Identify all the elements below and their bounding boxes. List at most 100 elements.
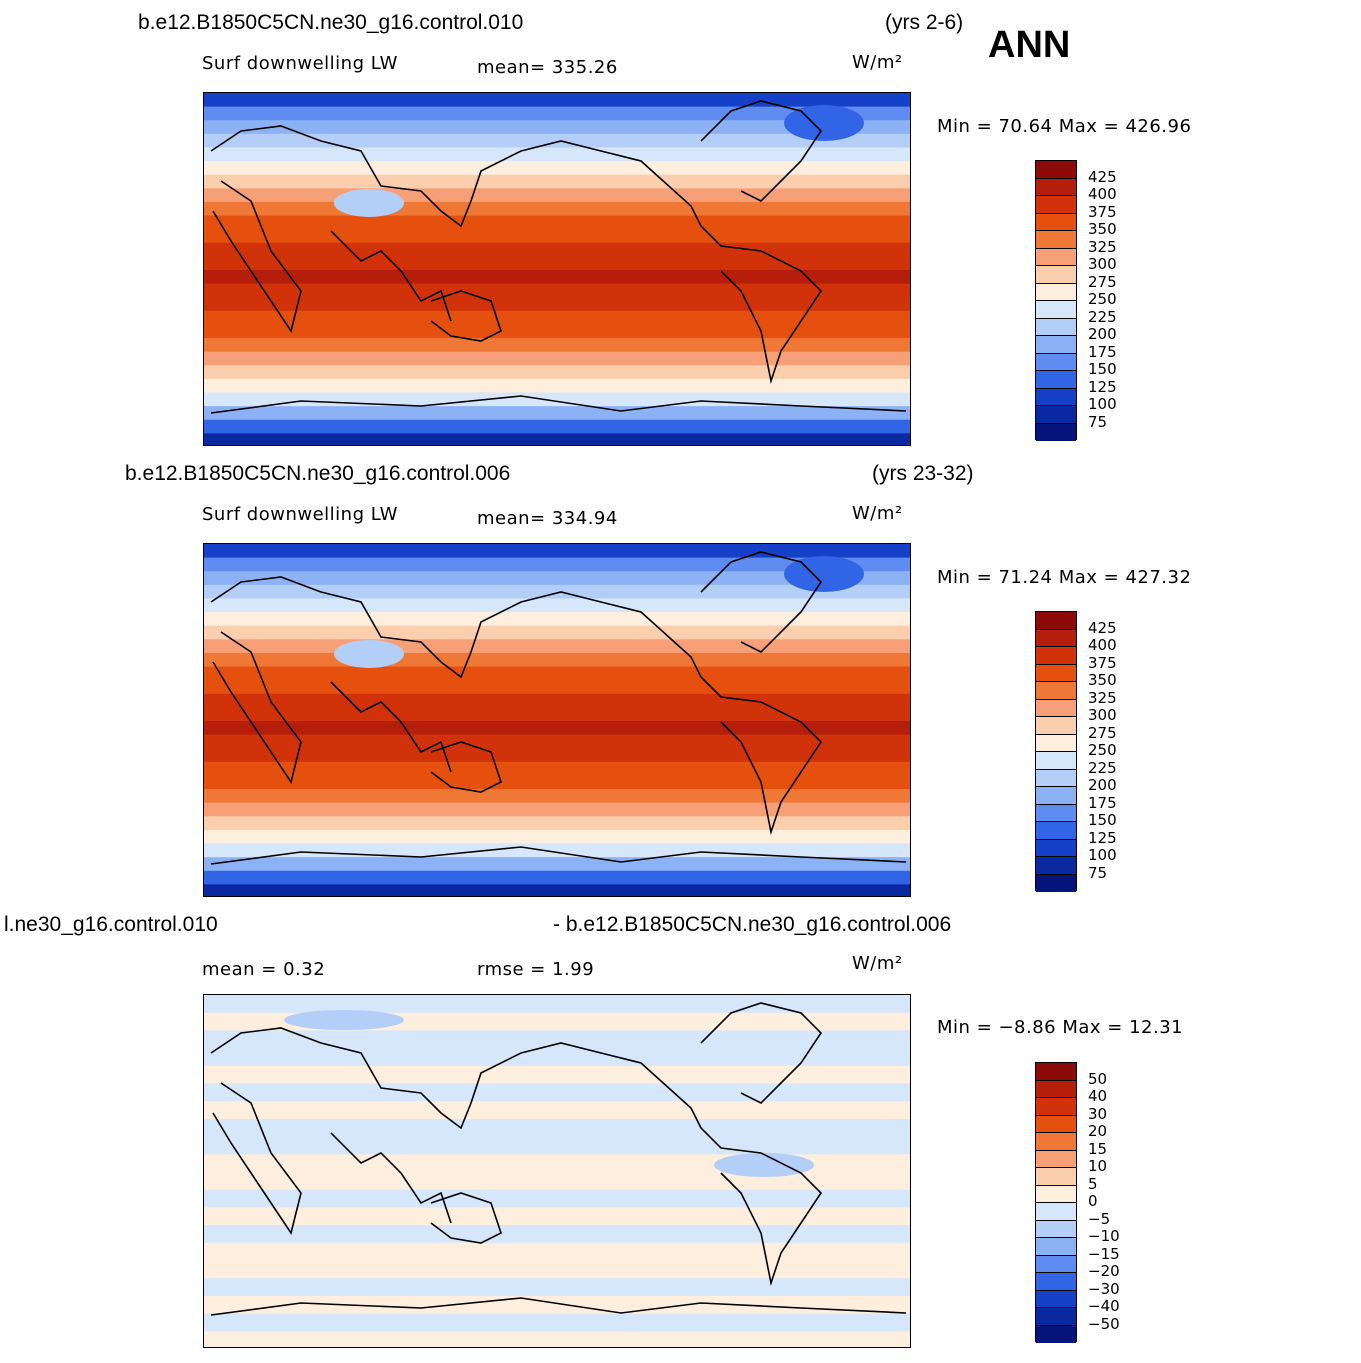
units-label-1: W/m² bbox=[852, 52, 903, 73]
field-band bbox=[204, 829, 910, 845]
coastline bbox=[212, 180, 302, 333]
map-field-1 bbox=[204, 93, 910, 445]
coastline bbox=[210, 395, 907, 414]
colorbar-tick-label: 225 bbox=[1088, 758, 1117, 777]
coastline bbox=[210, 1027, 823, 1287]
coastline bbox=[330, 1132, 452, 1224]
field-band bbox=[204, 612, 910, 627]
colorbar-tick-label: −50 bbox=[1088, 1314, 1120, 1333]
field-band bbox=[204, 242, 910, 258]
colorbar-swatch bbox=[1036, 822, 1076, 840]
colorbar-swatch bbox=[1036, 1133, 1076, 1151]
coastline bbox=[330, 681, 452, 773]
field-band bbox=[204, 995, 910, 1014]
anomaly-patch bbox=[284, 1010, 404, 1030]
field-band bbox=[204, 544, 910, 559]
field-band bbox=[204, 802, 910, 818]
field-band bbox=[204, 1225, 910, 1244]
colorbar-3 bbox=[1035, 1062, 1077, 1343]
field-band bbox=[204, 1136, 910, 1156]
colorbar-swatch bbox=[1036, 1185, 1076, 1203]
colorbar-swatch bbox=[1036, 1255, 1076, 1273]
colorbar-swatch bbox=[1036, 647, 1076, 665]
field-band bbox=[204, 884, 910, 896]
colorbar-swatch bbox=[1036, 717, 1076, 735]
field-band bbox=[204, 1083, 910, 1103]
colorbar-swatch bbox=[1036, 318, 1076, 336]
field-band bbox=[204, 761, 910, 777]
colorbar-swatch bbox=[1036, 1168, 1076, 1186]
colorbar-swatch bbox=[1036, 196, 1076, 214]
colorbar-swatch bbox=[1036, 1080, 1076, 1098]
field-band bbox=[204, 1313, 910, 1333]
coastline bbox=[212, 631, 302, 784]
colorbar-tick-label: 100 bbox=[1088, 846, 1117, 864]
field-band bbox=[204, 419, 910, 435]
field-band bbox=[204, 789, 910, 804]
mean-label-3: mean = 0.32 bbox=[202, 959, 326, 980]
minmax-label-3: Min = −8.86 Max = 12.31 bbox=[937, 1017, 1184, 1038]
field-band bbox=[204, 857, 910, 872]
field-band bbox=[204, 174, 910, 190]
coastline bbox=[210, 576, 823, 836]
colorbar-tick-label: −30 bbox=[1088, 1279, 1120, 1298]
mean-label-1: mean= 335.26 bbox=[477, 57, 618, 78]
colorbar-swatch bbox=[1036, 734, 1076, 752]
colorbar-swatch bbox=[1036, 787, 1076, 805]
colorbar-swatch bbox=[1036, 1203, 1076, 1221]
field-band bbox=[204, 666, 910, 682]
colorbar-tick-label: −20 bbox=[1088, 1262, 1120, 1280]
map-panel-3 bbox=[203, 994, 911, 1348]
map-panel-1 bbox=[203, 92, 911, 446]
colorbar-tick-label: 175 bbox=[1088, 342, 1117, 361]
anomaly-patch bbox=[714, 1153, 814, 1177]
mean-label-2: mean= 334.94 bbox=[477, 508, 618, 529]
field-band bbox=[204, 598, 910, 614]
years-label-2: (yrs 23-32) bbox=[872, 462, 974, 485]
colorbar-swatch bbox=[1036, 752, 1076, 770]
field-band bbox=[204, 1278, 910, 1297]
field-band bbox=[204, 680, 910, 695]
colorbar-tick-label: 275 bbox=[1088, 272, 1117, 291]
colorbar-tick-label: 350 bbox=[1088, 220, 1117, 238]
colorbar-tick-label: −40 bbox=[1088, 1297, 1120, 1315]
field-band bbox=[204, 734, 910, 750]
colorbar-tick-label: −15 bbox=[1088, 1244, 1120, 1263]
colorbar-tick-label: 300 bbox=[1088, 706, 1117, 724]
field-band bbox=[204, 625, 910, 641]
field-band bbox=[204, 201, 910, 217]
season-label: ANN bbox=[988, 24, 1071, 66]
field-band bbox=[204, 365, 910, 380]
colorbar-swatch bbox=[1036, 213, 1076, 231]
coastline bbox=[430, 290, 502, 342]
field-band bbox=[204, 338, 910, 353]
colorbar-tick-label: 10 bbox=[1088, 1157, 1108, 1175]
colorbar-swatch bbox=[1036, 1273, 1076, 1291]
colorbar-tick-label: 125 bbox=[1088, 377, 1117, 396]
field-band bbox=[204, 1101, 910, 1120]
field-band bbox=[204, 1048, 910, 1067]
field-band bbox=[204, 1172, 910, 1191]
field-band bbox=[204, 256, 910, 271]
colorbar-tick-label: 200 bbox=[1088, 325, 1117, 343]
field-band bbox=[204, 1331, 910, 1347]
field-band bbox=[204, 133, 910, 149]
colorbar-swatch bbox=[1036, 248, 1076, 266]
colorbar-swatch bbox=[1036, 1115, 1076, 1133]
field-band bbox=[204, 1030, 910, 1050]
colorbar-tick-label: 40 bbox=[1088, 1087, 1108, 1105]
colorbar-swatch bbox=[1036, 371, 1076, 389]
coastline bbox=[210, 846, 907, 865]
field-band bbox=[204, 229, 910, 244]
field-band bbox=[204, 1118, 910, 1138]
colorbar-swatch bbox=[1036, 699, 1076, 717]
colorbar-swatch bbox=[1036, 1220, 1076, 1238]
colorbar-swatch bbox=[1036, 804, 1076, 822]
colorbar-swatch bbox=[1036, 769, 1076, 787]
field-band bbox=[204, 1242, 910, 1262]
field-band bbox=[204, 161, 910, 176]
colorbar-tick-label: 250 bbox=[1088, 290, 1117, 308]
colorbar-tick-label: 125 bbox=[1088, 828, 1117, 847]
case-title-2: b.e12.B1850C5CN.ne30_g16.control.006 bbox=[125, 462, 511, 485]
colorbar-tick-label: 100 bbox=[1088, 395, 1117, 413]
